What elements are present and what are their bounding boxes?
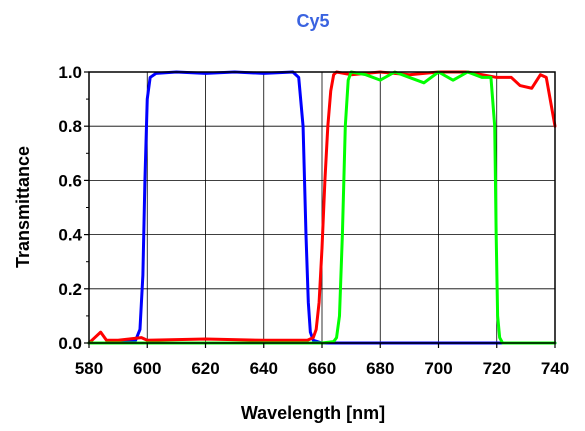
grid	[89, 72, 555, 343]
x-tick-label: 680	[366, 359, 394, 378]
y-axis-title: Transmittance	[13, 146, 33, 268]
y-tick-label: 0.2	[58, 280, 82, 299]
x-axis-title: Wavelength [nm]	[241, 403, 385, 423]
y-tick-label: 0.0	[58, 334, 82, 353]
y-tick-label: 0.6	[58, 171, 82, 190]
x-tick-label: 580	[75, 359, 103, 378]
series-line-red	[87, 70, 557, 345]
x-tick-label: 740	[541, 359, 569, 378]
x-tick-label: 640	[250, 359, 278, 378]
series-line-green	[87, 70, 557, 345]
tick-layer: 580 600 620 640 660 680 700 720 740 0.0 0.2 0.4 0.6 0…	[58, 63, 569, 378]
x-tick-label: 720	[483, 359, 511, 378]
y-tick-label: 0.4	[58, 226, 82, 245]
y-tick-label: 0.8	[58, 117, 82, 136]
y-tick-label: 1.0	[58, 63, 82, 82]
x-tick-label: 700	[424, 359, 452, 378]
x-tick-label: 660	[308, 359, 336, 378]
x-tick-label: 620	[191, 359, 219, 378]
chart-title: Cy5	[296, 11, 329, 31]
x-tick-label: 600	[133, 359, 161, 378]
